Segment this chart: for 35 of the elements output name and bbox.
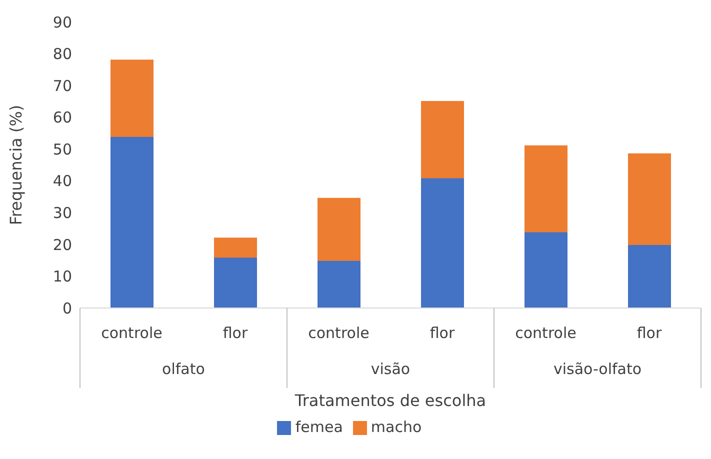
bar	[318, 260, 360, 308]
y-tick-label: 10	[52, 268, 72, 286]
y-tick-label: 70	[52, 76, 72, 95]
text: olfato	[162, 360, 205, 378]
bar	[110, 60, 154, 137]
y-tick-label: 60	[52, 108, 72, 127]
y-tick-label: 20	[52, 236, 72, 254]
y-tick-label: 90	[52, 13, 72, 32]
text: visão-olfato	[553, 360, 642, 378]
y-axis-title: Frequencia (%)	[6, 104, 26, 226]
bar	[628, 244, 671, 308]
bar	[318, 198, 360, 261]
x-tick-label: flor	[636, 324, 662, 342]
text: visão	[370, 360, 410, 378]
y-tick-label: 40	[52, 172, 72, 190]
bar	[110, 136, 154, 308]
x-tick-label: controle	[308, 324, 370, 342]
x-axis-title: Tratamentos de escolha	[294, 391, 486, 410]
x-tick-label: flor	[430, 324, 456, 342]
y-tick-label: 0	[62, 299, 72, 318]
bar	[628, 153, 671, 245]
bar	[421, 177, 464, 308]
x-tick-label: flor	[222, 324, 248, 342]
y-tick-label: 80	[52, 45, 72, 64]
bar	[421, 100, 464, 178]
legend-label: macho	[370, 418, 422, 436]
x-tick-label: controle	[515, 324, 576, 342]
y-tick-label: 30	[52, 204, 72, 222]
legend-label: femea	[295, 418, 343, 436]
bar	[214, 256, 257, 308]
bar	[524, 145, 568, 232]
y-tick-label: 50	[52, 140, 72, 158]
bar	[524, 231, 568, 308]
x-tick-label: controle	[101, 324, 162, 342]
bar	[214, 238, 257, 258]
